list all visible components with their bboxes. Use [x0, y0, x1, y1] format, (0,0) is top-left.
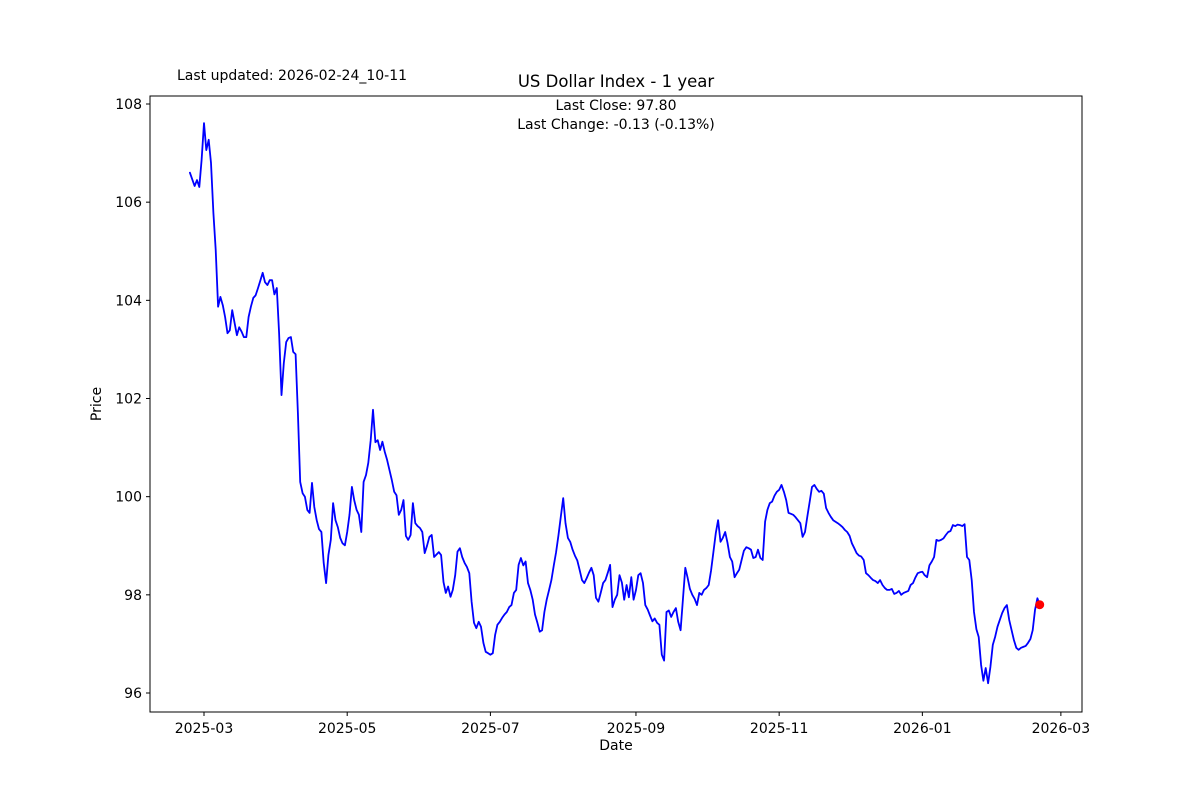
last-close-label: Last Close: 97.80 [556, 98, 677, 114]
y-axis-label: Price [89, 387, 105, 421]
axis-ticks: 2025-03 2025-05 2025-07 2025-09 2025-11 2026-… [115, 97, 1090, 737]
y-tick-label: 106 [115, 195, 142, 211]
x-axis-label: Date [599, 738, 632, 754]
y-tick-label: 96 [124, 686, 142, 702]
x-tick-label: 2025-05 [318, 721, 377, 737]
y-tick-label: 102 [115, 392, 142, 408]
y-tick-label: 108 [115, 97, 142, 113]
plot-area [188, 122, 1045, 685]
plot-border [149, 95, 1083, 713]
chart-title: US Dollar Index - 1 year [518, 72, 715, 91]
x-tick-label: 2026-03 [1032, 721, 1091, 737]
y-tick-label: 100 [115, 490, 142, 506]
x-tick-label: 2025-03 [175, 721, 234, 737]
y-tick-label: 98 [124, 588, 142, 604]
x-tick-label: 2025-11 [750, 721, 809, 737]
last-change-label: Last Change: -0.13 (-0.13%) [517, 117, 715, 133]
last-updated-label: Last updated: 2026-02-24_10-11 [177, 68, 407, 84]
x-tick-label: 2025-09 [607, 721, 666, 737]
x-tick-label: 2025-07 [461, 721, 520, 737]
y-tick-label: 104 [115, 293, 142, 309]
price-line [188, 122, 1041, 685]
last-close-marker [1035, 600, 1045, 610]
x-tick-label: 2026-01 [893, 721, 952, 737]
